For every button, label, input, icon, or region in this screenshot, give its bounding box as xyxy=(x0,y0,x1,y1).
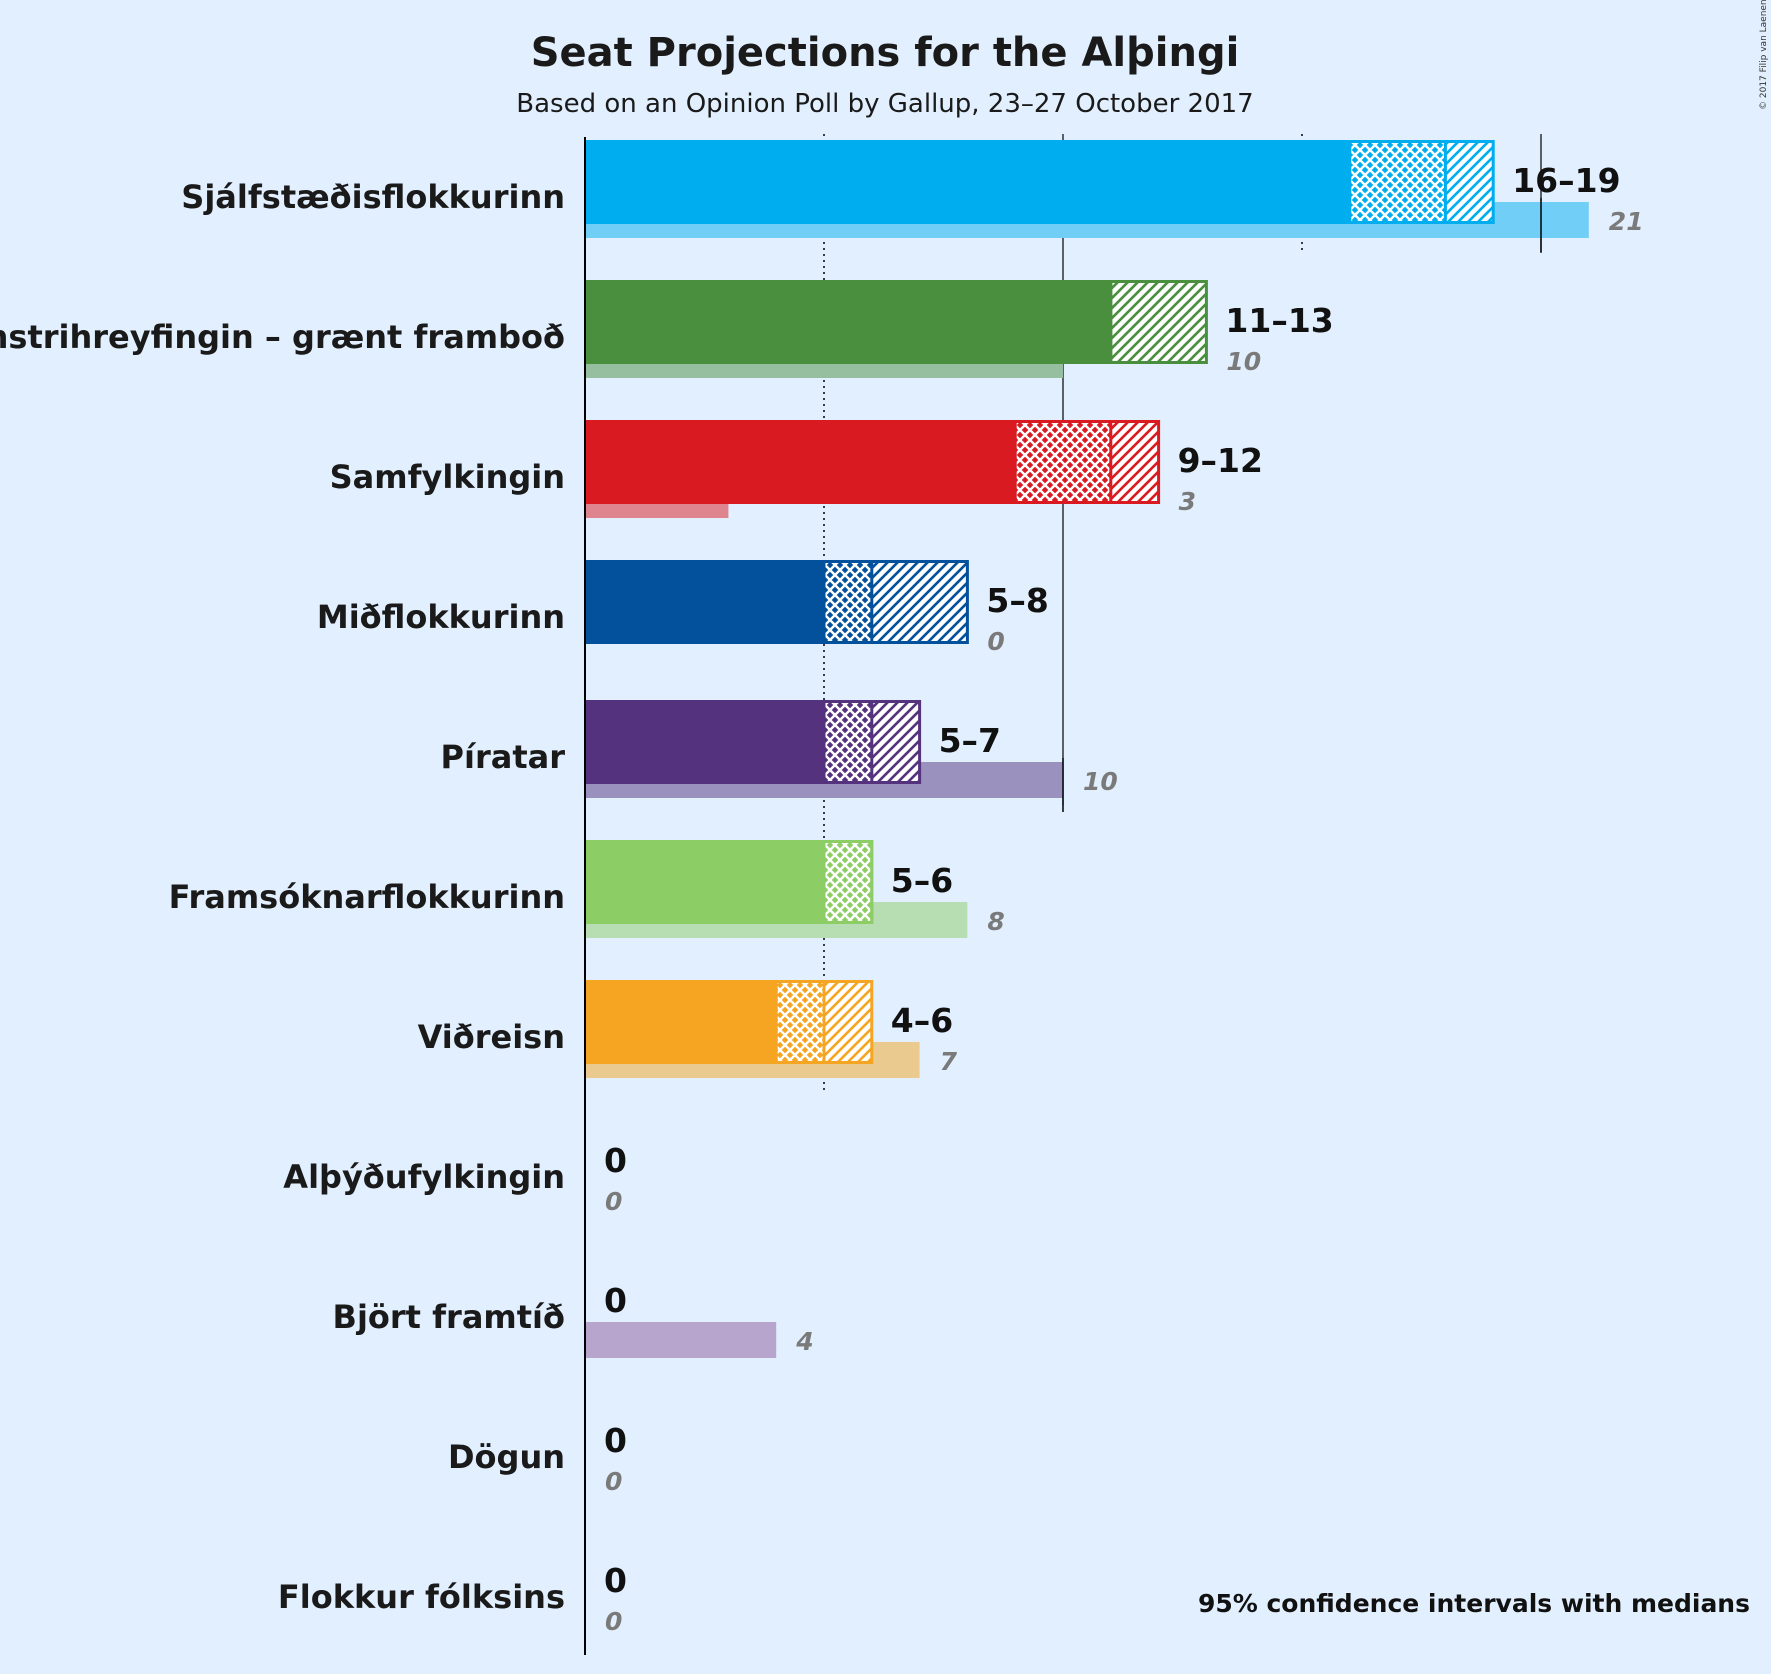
copyright: © 2017 Filip van Laenen xyxy=(1759,0,1769,110)
range-label: 0 xyxy=(604,1281,627,1320)
party-label: Miðflokkurinn xyxy=(317,598,565,636)
ci-upper-section xyxy=(1110,280,1207,364)
range-label: 5–8 xyxy=(986,581,1048,620)
last-election-label: 3 xyxy=(1179,487,1196,516)
last-election-label: 10 xyxy=(1083,767,1118,796)
party-row: Alþýðufylkingin 0 0 xyxy=(283,1141,627,1216)
party-row: Björt framtíð 0 4 xyxy=(333,1281,814,1358)
ci-outline xyxy=(1013,420,1161,504)
party-label: Píratar xyxy=(441,738,566,776)
party-label: Dögun xyxy=(448,1438,565,1476)
last-election-label: 0 xyxy=(605,1467,622,1496)
party-row: Píratar 5–7 10 xyxy=(441,700,1118,798)
ci-outline xyxy=(1348,140,1495,224)
last-election-label: 7 xyxy=(940,1047,958,1076)
last-election-label: 10 xyxy=(1226,347,1261,376)
range-label: 5–6 xyxy=(891,861,953,900)
party-bars: Sjálfstæðisflokkurinn 16–19 21 Vinstrihreyf… xyxy=(0,140,1644,1636)
ci-cross-section xyxy=(776,980,824,1064)
last-election-label: 4 xyxy=(795,1327,813,1356)
party-row: Dögun 0 0 xyxy=(448,1421,627,1496)
ci-lower-bar xyxy=(585,420,1016,504)
party-label: Alþýðufylkingin xyxy=(283,1158,565,1196)
range-label: 4–6 xyxy=(891,1001,953,1040)
last-election-label: 0 xyxy=(987,627,1004,656)
range-label: 9–12 xyxy=(1178,441,1263,480)
ci-upper-section xyxy=(871,700,920,784)
ci-upper-section xyxy=(1110,420,1159,504)
party-row: Flokkur fólksins 0 0 xyxy=(278,1561,627,1636)
ci-outline xyxy=(822,560,969,644)
range-label: 16–19 xyxy=(1512,161,1620,200)
party-label: Vinstrihreyfingin – grænt framboð xyxy=(0,318,565,356)
party-label: Samfylkingin xyxy=(330,458,565,496)
ci-cross-section xyxy=(824,700,872,784)
party-label: Sjálfstæðisflokkurinn xyxy=(181,178,565,216)
range-label: 11–13 xyxy=(1225,301,1333,340)
range-label: 5–7 xyxy=(939,721,1001,760)
last-election-bar xyxy=(585,1322,777,1358)
ci-cross-section xyxy=(1015,420,1111,504)
ci-upper-section xyxy=(871,560,968,644)
ci-cross-section xyxy=(1349,140,1446,224)
ci-upper-section xyxy=(824,980,872,1064)
ci-lower-bar xyxy=(585,140,1350,224)
last-election-label: 0 xyxy=(605,1187,622,1216)
ci-lower-bar xyxy=(585,840,824,924)
range-label: 0 xyxy=(604,1141,627,1180)
footnote: 95% confidence intervals with medians xyxy=(1198,1589,1750,1618)
last-election-label: 0 xyxy=(605,1607,622,1636)
ci-lower-bar xyxy=(585,980,777,1064)
party-row: Framsóknarflokkurinn 5–6 8 xyxy=(169,840,1005,938)
last-election-label: 21 xyxy=(1609,207,1644,236)
party-row: Samfylkingin 9–12 3 xyxy=(330,420,1263,518)
party-label: Framsóknarflokkurinn xyxy=(169,878,565,916)
party-label: Björt framtíð xyxy=(333,1298,565,1336)
ci-upper-section xyxy=(1445,140,1494,224)
chart-title: Seat Projections for the Alþingi xyxy=(531,30,1240,76)
party-label: Viðreisn xyxy=(418,1018,565,1056)
party-row: Miðflokkurinn 5–8 0 xyxy=(317,560,1049,656)
ci-cross-section xyxy=(824,560,872,644)
ci-lower-bar xyxy=(585,560,824,644)
party-row: Vinstrihreyfingin – grænt framboð 11–13 10 xyxy=(0,280,1334,378)
ci-lower-bar xyxy=(585,280,1111,364)
range-label: 0 xyxy=(604,1421,627,1460)
party-label: Flokkur fólksins xyxy=(278,1578,565,1616)
ci-lower-bar xyxy=(585,700,824,784)
chart-subtitle: Based on an Opinion Poll by Gallup, 23–2… xyxy=(516,89,1253,119)
last-election-label: 8 xyxy=(987,907,1004,936)
ci-cross-section xyxy=(824,840,872,924)
range-label: 0 xyxy=(604,1561,627,1600)
party-row: Sjálfstæðisflokkurinn 16–19 21 xyxy=(181,140,1644,238)
party-row: Viðreisn 4–6 7 xyxy=(418,980,958,1078)
